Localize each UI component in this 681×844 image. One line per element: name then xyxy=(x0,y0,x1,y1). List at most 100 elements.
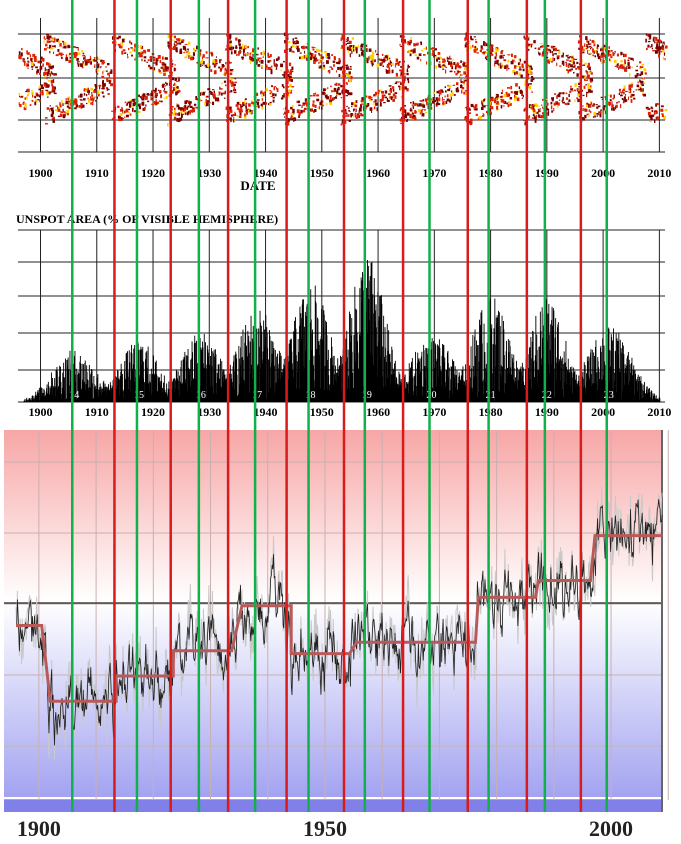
butterfly-spot xyxy=(313,93,315,94)
butterfly-spot xyxy=(568,63,570,65)
butterfly-spot xyxy=(233,119,234,123)
butterfly-spot xyxy=(283,61,285,63)
butterfly-spot xyxy=(625,91,628,92)
butterfly-spot xyxy=(111,78,113,79)
butterfly-spot xyxy=(652,48,653,49)
butterfly-spot xyxy=(540,43,543,44)
butterfly-spot xyxy=(182,39,184,41)
butterfly-spot xyxy=(216,56,217,57)
butterfly-spot xyxy=(139,54,142,58)
butterfly-spot xyxy=(50,73,51,76)
butterfly-spot xyxy=(203,92,206,93)
butterfly-spot xyxy=(407,66,410,68)
butterfly-spot xyxy=(519,66,520,68)
butterfly-spot xyxy=(84,88,86,91)
butterfly-spot xyxy=(97,64,99,67)
butterfly-spot xyxy=(19,51,21,55)
butterfly-spot xyxy=(531,76,533,78)
butterfly-spot xyxy=(288,71,289,72)
butterfly-spot xyxy=(331,90,333,92)
butterfly-spot xyxy=(175,88,177,92)
butterfly-spot xyxy=(24,62,26,66)
butterfly-spot xyxy=(665,46,668,49)
area-bar xyxy=(108,384,109,402)
butterfly-spot xyxy=(461,61,462,62)
butterfly-spot xyxy=(654,120,655,123)
butterfly-spot xyxy=(327,87,328,89)
butterfly-spot xyxy=(509,101,511,104)
butterfly-spot xyxy=(566,97,568,99)
butterfly-spot xyxy=(230,80,231,83)
butterfly-spot xyxy=(94,66,95,67)
butterfly-spot xyxy=(433,92,435,94)
butterfly-spot xyxy=(47,40,50,43)
butterfly-spot xyxy=(190,57,193,60)
butterfly-spot xyxy=(388,70,390,74)
butterfly-spot xyxy=(597,47,599,49)
butterfly-spot xyxy=(417,57,420,60)
butterfly-spot xyxy=(298,112,300,116)
butterfly-spot xyxy=(608,95,609,96)
butterfly-spot xyxy=(90,88,93,91)
butterfly-spot xyxy=(318,62,319,63)
butterfly-spot xyxy=(562,97,564,101)
area-bar xyxy=(26,398,27,402)
butterfly-spot xyxy=(617,54,619,57)
butterfly-spot xyxy=(52,65,54,68)
butterfly-spot xyxy=(475,46,477,48)
butterfly-spot xyxy=(245,103,246,105)
butterfly-spot xyxy=(507,87,510,89)
butterfly-spot xyxy=(397,81,400,82)
butterfly-spot xyxy=(546,103,548,106)
butterfly-spot xyxy=(211,92,212,95)
butterfly-spot xyxy=(313,49,315,51)
butterfly-spot xyxy=(532,79,535,81)
butterfly-spot xyxy=(172,63,173,65)
butterfly-spot xyxy=(229,37,231,40)
area-bar xyxy=(65,359,66,403)
butterfly-spot xyxy=(265,102,267,104)
butterfly-spot xyxy=(177,105,180,108)
butterfly-spot xyxy=(234,50,236,54)
butterfly-spot xyxy=(312,103,314,106)
butterfly-spot xyxy=(313,110,314,113)
butterfly-spot xyxy=(347,43,350,44)
butterfly-spot xyxy=(107,73,110,76)
butterfly-spot xyxy=(27,57,29,59)
butterfly-spot xyxy=(419,100,422,101)
butterfly-spot xyxy=(160,95,161,96)
butterfly-spot xyxy=(633,91,634,93)
butterfly-spot xyxy=(351,102,354,105)
butterfly-spot xyxy=(576,73,578,77)
butterfly-spot xyxy=(40,91,41,94)
butterfly-spot xyxy=(590,48,591,49)
butterfly-spot xyxy=(642,84,645,86)
butterfly-spot xyxy=(591,102,592,105)
area-bar xyxy=(151,401,152,403)
butterfly-spot xyxy=(129,41,131,44)
butterfly-spot xyxy=(632,84,633,88)
butterfly-spot xyxy=(46,92,48,95)
butterfly-spot xyxy=(620,95,621,97)
butterfly-spot xyxy=(483,99,485,101)
butterfly-spot xyxy=(496,98,497,100)
butterfly-spot xyxy=(266,88,269,91)
butterfly-spot xyxy=(392,86,394,89)
butterfly-spot xyxy=(51,80,53,84)
butterfly-spot xyxy=(591,72,593,74)
butterfly-spot xyxy=(497,47,498,49)
butterfly-spot xyxy=(180,49,182,52)
butterfly-spot xyxy=(110,71,112,74)
butterfly-spot xyxy=(367,103,369,106)
butterfly-spot xyxy=(219,59,221,63)
butterfly-spot xyxy=(538,109,540,110)
butterfly-spot xyxy=(368,96,371,99)
butterfly-spot xyxy=(443,64,445,66)
butterfly-spot xyxy=(398,76,399,77)
butterfly-spot xyxy=(353,113,354,117)
butterfly-spot xyxy=(481,48,483,50)
butterfly-spot xyxy=(486,105,487,106)
butterfly-spot xyxy=(176,50,178,52)
butterfly-spot xyxy=(252,54,253,57)
butterfly-spot xyxy=(84,93,86,96)
